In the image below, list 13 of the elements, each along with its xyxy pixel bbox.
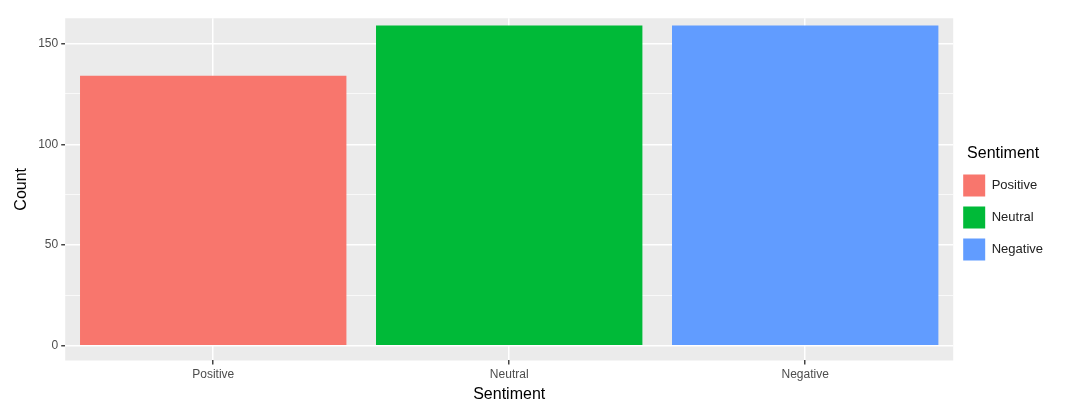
x-tick-label: Neutral	[489, 366, 529, 381]
x-axis-title: Sentiment	[473, 384, 546, 402]
y-tick-label: 0	[51, 338, 59, 353]
legend-label: Neutral	[991, 209, 1034, 225]
y-tick-label: 50	[44, 237, 59, 252]
x-tick-label: Positive	[192, 366, 235, 381]
y-axis-title: Count	[12, 167, 30, 211]
y-tick-label: 100	[38, 136, 59, 151]
legend-label: Negative	[991, 241, 1043, 257]
x-tick-label: Negative	[781, 366, 830, 381]
y-tick-label: 150	[38, 35, 59, 50]
legend-title: Sentiment	[967, 143, 1040, 161]
legend-label: Positive	[991, 177, 1038, 193]
